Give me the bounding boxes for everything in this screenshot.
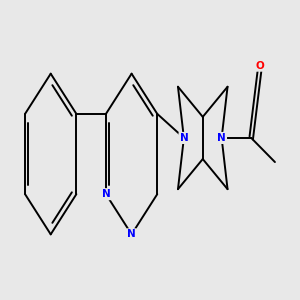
Text: N: N: [127, 229, 136, 239]
Text: N: N: [217, 133, 226, 143]
Text: N: N: [102, 189, 110, 199]
Text: N: N: [179, 133, 188, 143]
Text: O: O: [256, 61, 265, 71]
